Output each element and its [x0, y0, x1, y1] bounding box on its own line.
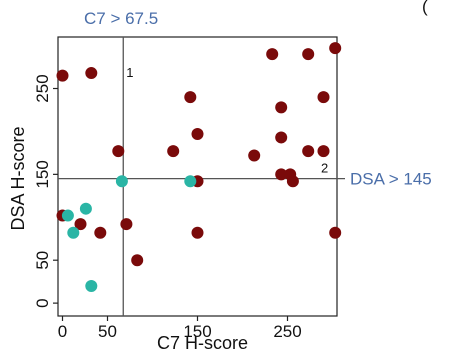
- dsa-threshold-label: DSA > 145: [350, 170, 432, 189]
- data-point-dark-red: [191, 226, 204, 239]
- region-label-1: 1: [126, 65, 133, 80]
- data-point-dark-red: [266, 48, 279, 61]
- data-point-dark-red: [286, 175, 299, 188]
- y-tick-label: 0: [33, 298, 52, 307]
- y-tick-label: 250: [33, 74, 52, 102]
- y-tick-label: 150: [33, 160, 52, 188]
- x-axis-title: C7 H-score: [157, 333, 248, 353]
- y-axis-title: DSA H-score: [8, 126, 28, 230]
- data-point-dark-red: [94, 226, 107, 239]
- data-point-dark-red: [317, 91, 330, 104]
- data-point-dark-red: [248, 149, 261, 162]
- data-point-dark-red: [191, 128, 204, 141]
- data-point-dark-red: [131, 254, 144, 267]
- data-point-dark-red: [275, 168, 288, 181]
- data-point-dark-red: [120, 218, 133, 231]
- data-point-teal: [115, 175, 128, 188]
- data-point-dark-red: [317, 145, 330, 158]
- data-point-dark-red: [302, 145, 315, 158]
- c7-threshold-label: C7 > 67.5: [84, 9, 158, 28]
- data-point-dark-red: [184, 91, 197, 104]
- panel-corner-label: (: [422, 0, 428, 16]
- data-point-dark-red: [56, 69, 69, 82]
- data-point-dark-red: [275, 101, 288, 114]
- data-point-dark-red: [85, 67, 98, 80]
- data-point-teal: [85, 279, 98, 292]
- data-point-dark-red: [167, 145, 180, 158]
- data-point-teal: [61, 209, 74, 222]
- data-point-teal: [79, 202, 92, 215]
- data-point-dark-red: [329, 42, 342, 55]
- y-tick-label: 50: [33, 251, 52, 270]
- data-point-dark-red: [275, 131, 288, 144]
- x-tick-label: 250: [273, 322, 301, 341]
- data-point-dark-red: [112, 145, 125, 158]
- region-label-2: 2: [321, 161, 328, 176]
- x-tick-label: 150: [183, 322, 211, 341]
- data-point-teal: [184, 175, 197, 188]
- data-point-teal: [67, 226, 80, 239]
- data-points: [56, 42, 342, 292]
- x-tick-label: 0: [58, 322, 67, 341]
- data-point-dark-red: [329, 226, 342, 239]
- data-point-dark-red: [302, 48, 315, 61]
- chart-labels: C7 H-score DSA H-score C7 > 67.5 DSA > 1…: [8, 0, 432, 353]
- x-tick-label: 50: [98, 322, 117, 341]
- data-point-dark-red: [74, 218, 87, 231]
